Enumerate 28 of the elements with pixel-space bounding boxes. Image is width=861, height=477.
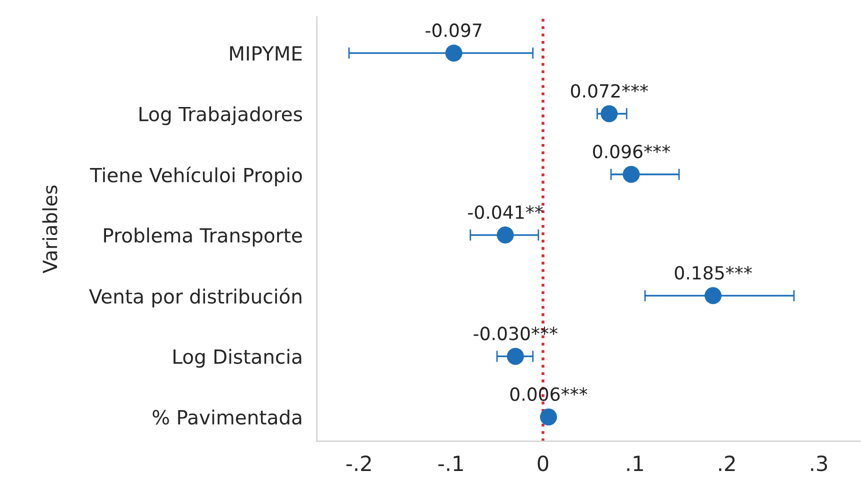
x-tick-label: .1 <box>627 456 643 471</box>
y-tick-label: Problema Transporte <box>104 228 302 246</box>
point <box>506 348 524 365</box>
y-tick-label: MIPYME <box>230 46 302 60</box>
data-label: 0.096*** <box>593 144 670 158</box>
data-label: -0.030*** <box>474 326 558 340</box>
x-tick-label: .3 <box>811 455 828 472</box>
data-label: -0.097 <box>426 23 482 38</box>
point <box>704 287 722 304</box>
y-tick-label: Log Trabajadores <box>140 106 302 126</box>
y-tick-label: Log Distancia <box>174 348 302 368</box>
y-tick-label: Tiene Vehículoi Propio <box>90 166 302 186</box>
point <box>496 226 514 244</box>
x-tick-label: -.1 <box>438 456 463 471</box>
point <box>445 44 462 62</box>
y-axis-title: Variables <box>42 185 58 274</box>
data-label: 0.185*** <box>674 266 752 280</box>
x-tick-label: -.2 <box>346 455 371 471</box>
point <box>600 105 618 122</box>
x-tick-label: .2 <box>719 455 735 471</box>
data-label: -0.041** <box>468 205 543 220</box>
point <box>622 166 640 183</box>
point <box>540 408 558 426</box>
x-tick-label: 0 <box>538 455 548 472</box>
data-label: 0.006*** <box>510 387 588 401</box>
data-label: 0.072*** <box>570 84 648 98</box>
y-tick-label: Venta por distribución <box>89 288 302 308</box>
y-tick-label: % Pavimentada <box>152 410 302 425</box>
